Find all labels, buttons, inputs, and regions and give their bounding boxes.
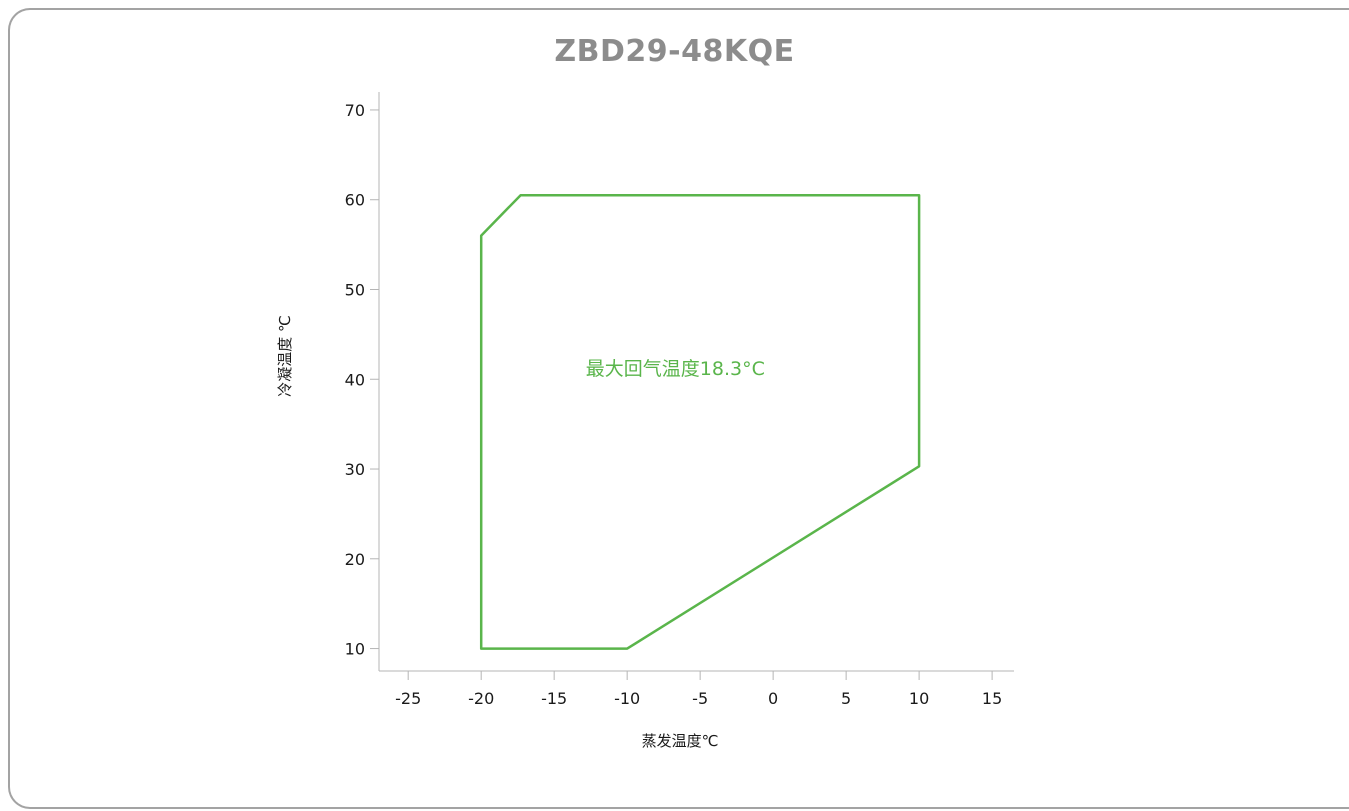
y-tick-label: 70 <box>345 101 365 120</box>
annotation-label: 最大回气温度18.3°C <box>586 358 765 380</box>
y-tick-label: 60 <box>345 191 365 210</box>
x-tick-label: 10 <box>909 689 929 708</box>
x-tick-label: -10 <box>614 689 640 708</box>
x-tick-label: 15 <box>982 689 1002 708</box>
y-tick-label: 50 <box>345 280 365 299</box>
chart-card <box>8 8 1349 809</box>
y-tick-label: 30 <box>345 460 365 479</box>
x-tick-label: 0 <box>768 689 778 708</box>
y-tick-label: 20 <box>345 550 365 569</box>
y-tick-label: 10 <box>345 640 365 659</box>
chart-title: ZBD29-48KQE <box>554 34 795 69</box>
y-tick-label: 40 <box>345 370 365 389</box>
y-axis-label: 冷凝温度 ℃ <box>276 315 294 397</box>
axes: -25 -20 -15 -10 -5 0 5 10 15 10 20 30 40 50 60 70 <box>345 92 1014 708</box>
x-tick-label: -25 <box>395 689 421 708</box>
envelope-series-line <box>479 193 921 650</box>
x-tick-label: -20 <box>468 689 494 708</box>
x-axis-label: 蒸发温度℃ <box>642 732 719 750</box>
x-tick-label: -5 <box>692 689 708 708</box>
x-tick-label: -15 <box>541 689 567 708</box>
x-tick-label: 5 <box>841 689 851 708</box>
chart-marks: 最大回气温度18.3°C <box>479 193 921 650</box>
